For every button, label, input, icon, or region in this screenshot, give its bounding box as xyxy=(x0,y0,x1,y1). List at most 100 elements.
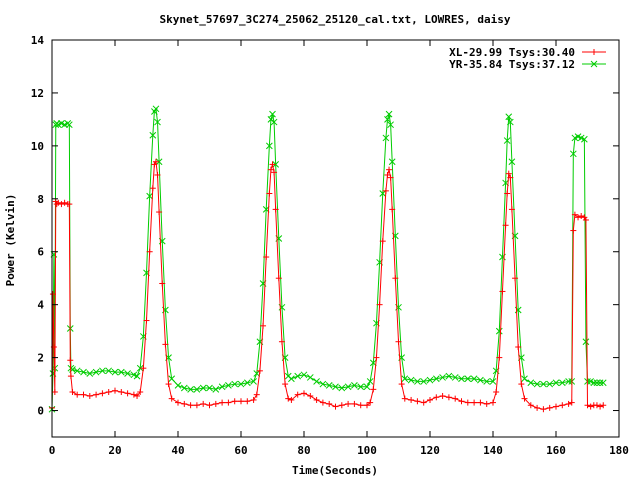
data-point xyxy=(483,378,491,385)
data-point xyxy=(584,402,591,409)
data-point xyxy=(155,158,163,166)
data-point xyxy=(146,192,154,200)
data-point xyxy=(357,402,364,409)
data-point xyxy=(92,368,100,376)
data-point xyxy=(313,396,320,403)
data-point xyxy=(338,402,345,409)
data-point xyxy=(373,354,380,361)
data-point xyxy=(338,384,346,392)
data-point xyxy=(499,288,506,295)
data-point xyxy=(154,171,161,178)
data-point xyxy=(225,399,232,406)
data-point xyxy=(559,402,566,409)
y-tick-label: 0 xyxy=(37,405,44,418)
data-point xyxy=(67,373,74,380)
data-point xyxy=(458,375,465,383)
data-point xyxy=(136,364,144,372)
data-point xyxy=(370,386,377,393)
data-point xyxy=(174,382,182,389)
data-point xyxy=(250,396,257,403)
y-tick-label: 4 xyxy=(37,299,44,312)
y-tick-label: 6 xyxy=(37,246,44,259)
data-point xyxy=(385,110,393,118)
data-point xyxy=(382,187,389,194)
data-point xyxy=(307,392,314,399)
data-point xyxy=(263,254,270,261)
data-point xyxy=(387,174,394,181)
data-point xyxy=(275,275,282,282)
data-point xyxy=(58,201,65,208)
data-point xyxy=(250,378,257,385)
data-point xyxy=(105,367,113,375)
data-point xyxy=(253,370,261,377)
data-point xyxy=(384,171,391,178)
data-point xyxy=(288,396,295,403)
data-point xyxy=(533,380,541,388)
data-point xyxy=(130,391,137,398)
data-point xyxy=(282,381,289,388)
data-point xyxy=(99,390,106,397)
data-point xyxy=(464,399,471,406)
data-point xyxy=(67,357,74,364)
data-point xyxy=(149,185,156,192)
data-point xyxy=(319,399,326,406)
data-point xyxy=(152,158,159,165)
data-point xyxy=(451,374,459,381)
data-point xyxy=(175,399,181,406)
data-point xyxy=(364,402,370,409)
data-point xyxy=(266,190,273,197)
data-point xyxy=(578,213,585,220)
data-point xyxy=(351,382,358,389)
data-point xyxy=(570,227,577,234)
y-tick-label: 14 xyxy=(31,34,45,47)
data-point xyxy=(502,222,509,229)
data-point xyxy=(237,380,245,388)
data-point xyxy=(477,399,484,406)
data-point xyxy=(568,399,575,406)
data-point xyxy=(272,206,279,213)
plot-area: 0 20 40 60 80 100 120 140 160 180 0 2 4 6 8 10 12 14 xyxy=(31,34,629,457)
data-point xyxy=(181,400,188,407)
data-point xyxy=(593,379,601,387)
data-point xyxy=(565,400,572,407)
data-point xyxy=(345,400,352,407)
data-point xyxy=(388,158,396,166)
tick-layer: 0 20 40 60 80 100 120 140 160 180 0 2 4 6 8 10 12 14 xyxy=(31,34,629,457)
data-point xyxy=(313,378,320,385)
data-point xyxy=(200,400,207,407)
data-point xyxy=(483,400,490,407)
data-point xyxy=(253,391,260,398)
data-point xyxy=(401,375,409,383)
data-point xyxy=(512,275,519,282)
y-tick-label: 8 xyxy=(37,193,44,206)
chart-title: Skynet_57697_3C274_25062_25120_cal.txt, … xyxy=(160,13,511,26)
data-point xyxy=(300,371,308,379)
data-point xyxy=(384,116,391,123)
x-tick-label: 120 xyxy=(420,444,440,457)
series-plus xyxy=(49,158,607,413)
data-point xyxy=(344,383,352,391)
data-point xyxy=(244,398,251,405)
data-point xyxy=(256,367,263,374)
data-point xyxy=(553,403,559,410)
data-point xyxy=(260,322,267,329)
data-point xyxy=(420,399,427,406)
data-point xyxy=(219,399,226,406)
data-point xyxy=(477,376,484,384)
data-point xyxy=(392,275,399,282)
legend-marker xyxy=(590,60,598,68)
data-point xyxy=(134,392,141,399)
data-point xyxy=(272,161,280,168)
data-point xyxy=(112,387,118,394)
data-point xyxy=(137,389,144,396)
data-point xyxy=(294,391,301,398)
data-point xyxy=(540,406,547,413)
data-point xyxy=(408,396,415,403)
data-point xyxy=(193,402,200,409)
data-point xyxy=(243,379,251,387)
data-point xyxy=(325,382,333,389)
data-point xyxy=(496,354,503,361)
data-point xyxy=(505,170,512,177)
data-point xyxy=(546,404,553,411)
data-point xyxy=(414,398,421,405)
